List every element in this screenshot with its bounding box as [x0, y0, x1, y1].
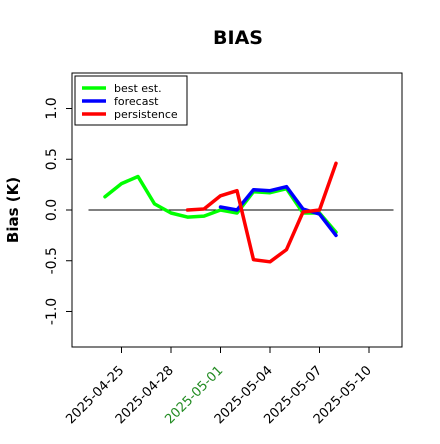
y-tick-label: 0.5 — [44, 148, 60, 170]
legend-label: persistence — [114, 108, 178, 121]
y-tick-label: -0.5 — [44, 247, 60, 274]
legend-label: best est. — [114, 82, 162, 95]
y-tick-label: 0.0 — [44, 199, 60, 221]
y-tick-label: -1.0 — [44, 298, 60, 325]
y-tick-label: 1.0 — [44, 97, 60, 119]
chart-title: BIAS — [213, 27, 263, 49]
plot-area: -1.0-0.50.00.51.02025-04-252025-04-28202… — [44, 72, 403, 427]
series-line-best-est — [103, 174, 338, 235]
legend-label: forecast — [114, 95, 159, 108]
series-line-persistence — [185, 161, 338, 264]
y-axis-label: Bias (K) — [4, 177, 22, 243]
